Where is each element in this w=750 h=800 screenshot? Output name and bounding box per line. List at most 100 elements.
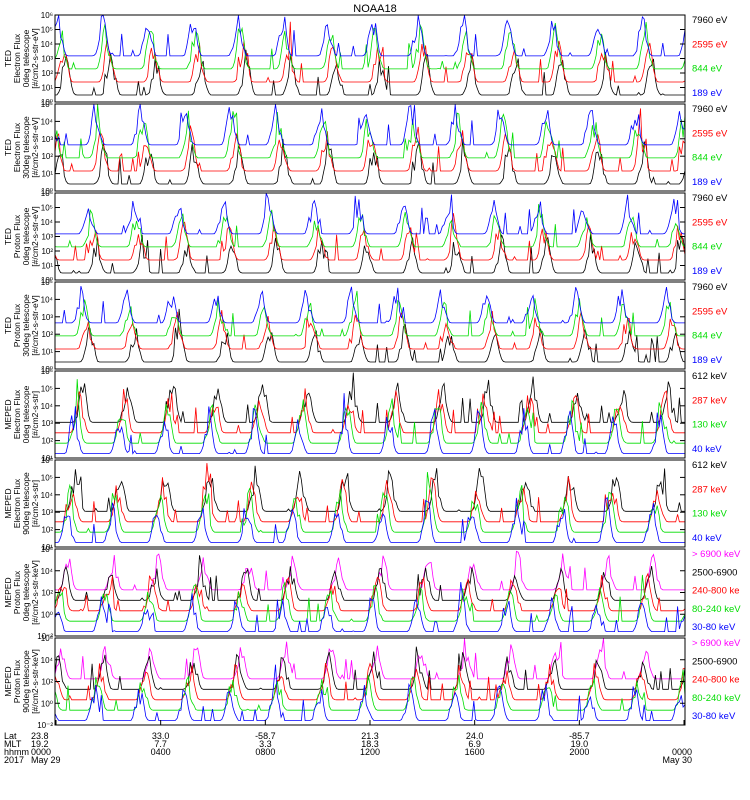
y-label-line: Electron Flux: [12, 122, 22, 172]
y-tick-label: 10²: [41, 69, 53, 78]
panel-legend: > 6900 keV 2500-6900 240-800 ke 80-240 keV 3…: [692, 549, 741, 633]
legend-entry: 612 keV: [692, 371, 728, 382]
legend-entry: 2595 eV: [692, 39, 728, 50]
legend-entry: 2500-6900: [692, 567, 737, 578]
legend-entry: 7960 eV: [692, 193, 728, 204]
y-label-line: Proton Flux: [12, 214, 22, 258]
y-axis-label: TED Electron Flux 30deg telescope [#/cm2-s-…: [3, 116, 40, 179]
y-label-line: 90deg telescope: [21, 650, 31, 713]
legend-entry: 189 eV: [692, 88, 723, 99]
x-row-label: hhmm: [4, 747, 29, 757]
legend-entry: 2595 eV: [692, 217, 728, 228]
y-label-line: MEPED: [3, 577, 13, 607]
y-tick-label: 10³: [41, 55, 53, 64]
y-axis-label: MEPED Proton Flux 0deg telescope [#/cm2-s-s…: [3, 560, 40, 625]
y-label-line: [#/cm2-s-str-keV]: [30, 649, 40, 714]
y-label-line: [#/cm2-s-str]: [30, 480, 40, 527]
y-tick-label: 10¹: [41, 454, 53, 463]
y-label-line: [#/cm2-s-str]: [30, 391, 40, 438]
y-tick-label: 10⁰: [41, 276, 53, 285]
x-tick-mlt: 6.9: [468, 739, 481, 749]
legend-entry: 287 keV: [692, 484, 728, 495]
series-trace-black: [55, 308, 686, 363]
x-tick-hhmm: 0800: [255, 747, 275, 757]
y-label-line: 0deg telescope: [21, 385, 31, 443]
y-tick-label: 10¹: [41, 543, 53, 552]
y-tick-label: 10⁴: [41, 117, 54, 126]
legend-entry: 130 keV: [692, 509, 728, 520]
series-trace-black: [55, 465, 685, 513]
series-trace-green: [54, 22, 686, 70]
y-tick-label: 10⁵: [41, 278, 53, 287]
y-tick-label: 10⁰: [41, 187, 53, 196]
legend-entry: 30-80 keV: [692, 622, 736, 633]
panel-frame: [54, 459, 686, 548]
legend-entry: 7960 eV: [692, 282, 728, 293]
series-trace-blue: [55, 285, 685, 324]
series-trace-black: [55, 372, 685, 424]
y-label-line: TED: [3, 139, 13, 156]
panel-traces: [55, 285, 686, 363]
y-tick-label: 10⁶: [41, 634, 53, 643]
legend-entry: 240-800 ke: [692, 586, 740, 597]
y-tick-label: 10⁵: [41, 204, 53, 213]
series-trace-red: [55, 463, 685, 523]
y-tick-label: 10¹: [41, 170, 53, 179]
y-tick-label: 10³: [41, 313, 53, 322]
panel-legend: > 6900 keV 2500-6900 240-800 ke 80-240 keV 3…: [692, 638, 741, 722]
y-tick-label: 10⁴: [41, 218, 54, 227]
x-tick-lat: 21.3: [361, 731, 379, 741]
y-tick-label: 10⁶: [41, 545, 53, 554]
y-tick-label: 10³: [41, 135, 53, 144]
series-trace-green: [54, 574, 686, 622]
legend-entry: 844 eV: [692, 153, 723, 164]
panel-legend: 7960 eV 2595 eV 844 eV 189 eV: [692, 193, 728, 277]
series-trace-green: [55, 471, 685, 533]
y-tick-label: 10²: [41, 330, 53, 339]
series-trace-black: [54, 49, 685, 96]
legend-entry: 2595 eV: [692, 306, 728, 317]
series-trace-magenta: [55, 550, 685, 591]
y-tick-label: 10⁰: [41, 365, 53, 374]
x-tick-date: May 29: [31, 755, 61, 765]
y-tick-label: 10⁰: [41, 610, 53, 619]
legend-entry: 844 eV: [692, 242, 723, 253]
y-tick-label: 10⁴: [41, 402, 54, 411]
panel-legend: 612 keV 287 keV 130 keV 40 keV: [692, 460, 728, 544]
panel-traces: [54, 14, 686, 96]
y-tick-label: 10³: [41, 508, 53, 517]
y-label-line: MEPED: [3, 399, 13, 429]
y-tick-label: 10²: [41, 247, 53, 256]
y-tick-label: 10⁰: [41, 98, 53, 107]
y-tick-label: 10⁵: [41, 473, 53, 482]
y-tick-label: 10⁵: [41, 384, 53, 393]
panel-frame: [54, 281, 686, 370]
x-tick-hhmm: 1200: [360, 747, 380, 757]
series-trace-black: [54, 234, 686, 274]
x-tick-mlt: 3.3: [259, 739, 272, 749]
series-trace-red: [54, 213, 686, 261]
series-trace-black: [54, 138, 686, 185]
legend-entry: 30-80 keV: [692, 711, 736, 722]
series-trace-black: [54, 646, 686, 691]
x-tick-date: May 30: [662, 755, 692, 765]
legend-entry: 287 keV: [692, 395, 728, 406]
legend-entry: 844 eV: [692, 331, 723, 342]
legend-entry: 612 keV: [692, 460, 728, 471]
y-tick-label: 10¹: [41, 262, 53, 271]
y-label-line: TED: [3, 228, 13, 245]
y-label-line: 30deg telescope: [21, 116, 31, 179]
panel-traces: [55, 372, 685, 455]
y-axis-label: TED Proton Flux 0deg telescope [#/cm2-s-str…: [3, 206, 40, 266]
series-trace-red: [54, 21, 686, 83]
legend-entry: 240-800 ke: [692, 675, 740, 686]
panel-frame: [54, 548, 686, 637]
legend-entry: 189 eV: [692, 177, 723, 188]
y-tick-label: 10²: [41, 526, 53, 535]
